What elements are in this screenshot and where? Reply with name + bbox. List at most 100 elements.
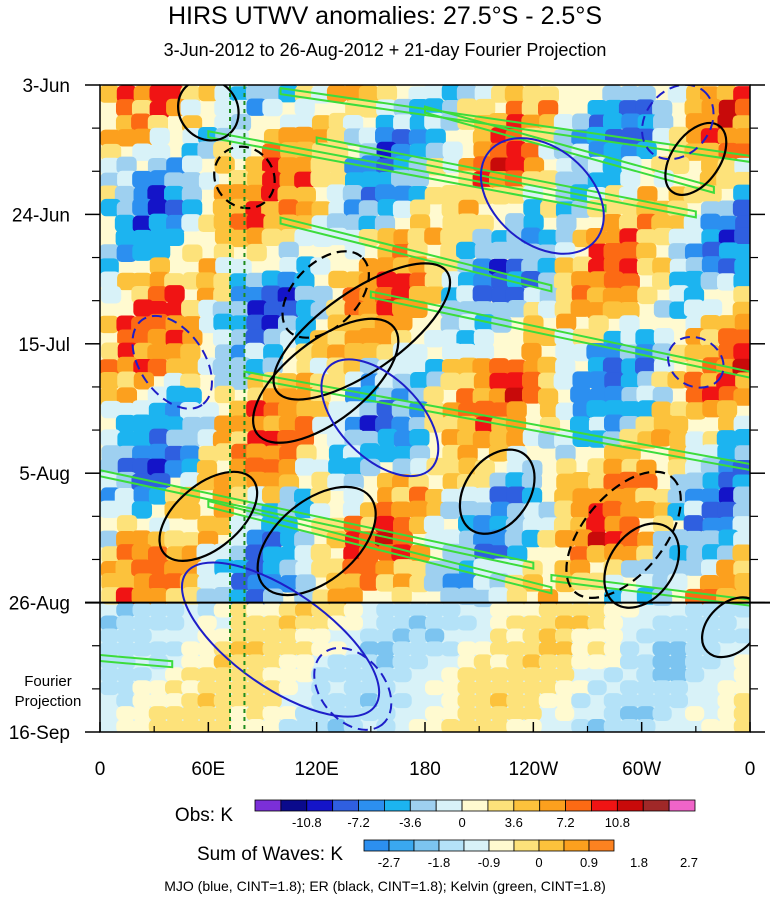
obs-colorbar-swatch: [332, 799, 359, 812]
field-cell: [685, 257, 706, 275]
field-cell: [358, 200, 379, 218]
projection-cell: [636, 628, 656, 644]
projection-cell: [506, 719, 526, 732]
field-cell: [604, 543, 625, 562]
obs-colorbar-label: Obs: K: [175, 805, 233, 826]
field-cell: [375, 501, 397, 520]
field-cell: [391, 400, 413, 418]
field-cell: [261, 574, 282, 592]
projection-cell: [376, 667, 396, 683]
field-cell: [132, 215, 153, 234]
projection-cell: [603, 641, 623, 657]
field-cell: [651, 429, 672, 447]
projection-cell: [506, 667, 526, 683]
field-cell: [147, 185, 168, 203]
mjo-contour: [131, 314, 213, 410]
projection-cell: [457, 667, 477, 683]
projection-cell: [457, 615, 477, 631]
er-contour: [701, 596, 750, 659]
field-cell: [244, 342, 266, 361]
field-cell: [100, 129, 121, 147]
field-cell: [620, 373, 642, 391]
field-cell: [652, 272, 673, 290]
projection-cell: [506, 654, 526, 670]
projection-cell: [685, 641, 705, 657]
projection-cell: [197, 667, 217, 683]
projection-cell: [213, 667, 233, 683]
field-cell: [293, 126, 314, 145]
field-cell: [197, 429, 218, 447]
field-cell: [555, 402, 576, 420]
field-cell: [261, 459, 282, 477]
field-cell: [636, 500, 657, 519]
projection-cell: [522, 667, 542, 683]
waves-colorbar-swatch: [488, 839, 515, 852]
field-cell: [602, 214, 623, 232]
field-cell: [392, 458, 413, 476]
field-cell: [131, 559, 152, 577]
field-cell: [212, 517, 233, 536]
field-cell: [458, 402, 479, 421]
x-tick-label: 180: [409, 759, 441, 780]
field-cell: [326, 184, 347, 202]
obs-colorbar-swatch: [668, 799, 696, 812]
field-cell: [326, 373, 347, 391]
waves-colorbar-swatch: [538, 839, 565, 852]
projection-cell: [278, 654, 298, 670]
projection-cell: [295, 628, 315, 644]
projection-cell: [620, 719, 640, 732]
projection-cell: [538, 667, 558, 683]
field-cell: [668, 215, 689, 233]
field-cell: [636, 200, 657, 218]
chart-title: HIRS UTWV anomalies: 27.5°S - 2.5°S: [167, 2, 603, 30]
field-cell: [181, 214, 202, 232]
field-cell: [375, 329, 396, 347]
projection-cell: [473, 641, 493, 657]
field-cell: [733, 343, 750, 361]
projection-cell: [685, 602, 705, 618]
field-cell: [440, 501, 461, 520]
kelvin-contour: [100, 654, 174, 669]
field-cell: [603, 242, 624, 261]
field-cell: [652, 257, 673, 275]
field-cell: [570, 299, 591, 317]
field-cell: [702, 241, 723, 260]
field-cell: [684, 500, 705, 519]
projection-cell: [652, 615, 672, 631]
field-cell: [310, 544, 331, 562]
field-cell: [150, 473, 171, 491]
field-cell: [635, 85, 656, 104]
field-cell: [505, 472, 526, 490]
field-cell: [359, 573, 380, 591]
field-cell: [164, 530, 185, 548]
field-cell: [246, 400, 267, 418]
projection-cell: [620, 706, 640, 722]
projection-cell: [376, 706, 396, 722]
projection-cell: [571, 641, 591, 657]
kelvin-contour: [100, 469, 535, 570]
projection-cell: [246, 641, 266, 657]
field-cell: [475, 98, 496, 117]
projection-cell: [652, 641, 672, 657]
y-tick-label: 15-Jul: [18, 335, 70, 356]
projection-cell: [733, 602, 750, 618]
field-cell: [587, 172, 609, 190]
projection-cell: [522, 719, 542, 732]
field-cell: [328, 401, 349, 419]
field-cell: [620, 502, 641, 520]
field-cell: [732, 544, 750, 562]
field-cell: [115, 229, 136, 247]
field-cell: [360, 100, 382, 118]
projection-cell: [441, 693, 461, 709]
field-cell: [375, 127, 396, 145]
waves-colorbar-tick-label: -2.7: [378, 855, 400, 870]
field-cell: [262, 559, 284, 577]
projection-cell: [376, 719, 396, 732]
field-cell: [635, 487, 656, 506]
field-cell: [409, 214, 431, 232]
field-cell: [701, 98, 722, 117]
field-cell: [556, 458, 577, 476]
field-cell: [393, 430, 415, 449]
projection-cell: [522, 693, 542, 709]
field-cell: [570, 385, 591, 404]
